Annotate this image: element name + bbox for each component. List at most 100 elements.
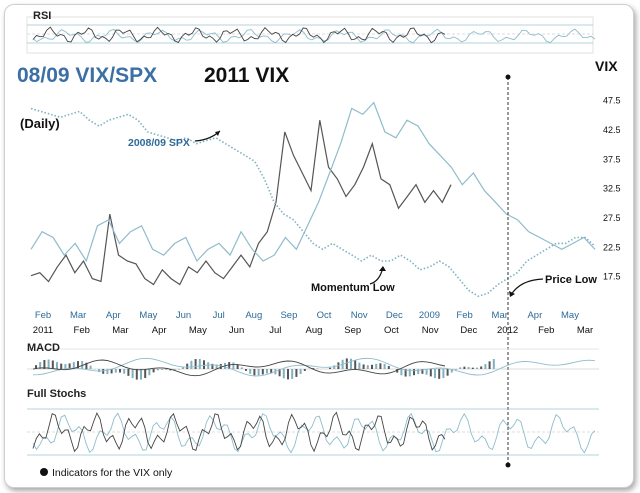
macd-histogram-bar: [236, 364, 239, 369]
macd-label: MACD: [27, 342, 60, 354]
annotation-price-arrowhead: [509, 291, 515, 297]
macd-histogram-bar: [156, 369, 159, 371]
main-plot: 47.5 42.5 37.5 32.5 27.5 22.5 17.5: [30, 96, 621, 298]
macd-histogram-bar: [442, 369, 445, 379]
macd-histogram-bar: [85, 362, 88, 369]
macd-histogram-bar: [198, 358, 201, 369]
macd-histogram-bar: [354, 360, 357, 369]
title-right: 2011 VIX: [204, 64, 289, 87]
macd-histogram-bar: [488, 361, 491, 369]
y-tick-label: 22.5: [603, 242, 621, 252]
y-tick-label: 47.5: [603, 96, 621, 106]
macd-histogram-bar: [39, 362, 42, 369]
macd-histogram-bar: [245, 369, 247, 371]
macd-histogram-bar: [282, 369, 285, 379]
x-top-tick-label: Sep: [280, 310, 297, 321]
rsi-line-2011: [32, 26, 446, 44]
annotation-price-low: Price Low: [545, 274, 597, 286]
x-bottom-tick-label: Oct: [384, 325, 399, 336]
macd-histogram-bar: [400, 369, 403, 376]
macd-histogram-bar: [480, 366, 483, 369]
x-top-tick-label: 2009: [419, 310, 440, 321]
stoch-panel: Full Stochs: [27, 388, 599, 456]
x-top-tick-label: May: [139, 310, 157, 321]
macd-histogram-bar: [240, 367, 243, 369]
macd-histogram-bar: [56, 362, 58, 369]
macd-histogram-bar: [194, 359, 197, 369]
macd-histogram-bar: [379, 363, 382, 369]
x-bottom-tick-label: May: [189, 325, 207, 336]
macd-histogram-bar: [144, 369, 147, 378]
macd-histogram-bar: [148, 369, 151, 376]
macd-histogram-bar: [207, 362, 210, 369]
x-axis-top: Feb Mar Apr May Jun Jul Aug Sep Oct Nov Dec 2009 Feb…: [35, 310, 579, 321]
macd-histogram-bar: [287, 369, 289, 380]
macd-histogram-bar: [404, 369, 407, 377]
macd-histogram-bar: [228, 362, 231, 369]
title-left: 08/09 VIX/SPX: [17, 64, 157, 87]
macd-histogram-bar: [362, 364, 365, 369]
macd-histogram-bar: [450, 369, 453, 373]
macd-histogram-bar: [68, 363, 71, 369]
macd-histogram-bar: [140, 369, 142, 380]
reference-line-bottom-dot: [505, 462, 511, 468]
x-top-tick-label: Apr: [106, 310, 121, 321]
macd-line-2011: [32, 359, 446, 377]
macd-histogram-bar: [77, 361, 79, 369]
macd-histogram-bar: [396, 369, 399, 373]
macd-histogram-bar: [358, 362, 361, 369]
macd-histogram-bar: [429, 369, 432, 377]
macd-histogram-bar: [350, 358, 352, 369]
macd-histogram-bar: [131, 369, 134, 379]
macd-histogram-bar: [249, 369, 252, 374]
x-bottom-tick-label: Apr: [152, 325, 167, 336]
annotation-spx: 2008/09 SPX: [128, 137, 190, 149]
x-bottom-tick-label: Mar: [577, 325, 593, 336]
y-axis-title: VIX: [595, 58, 618, 74]
reference-line-top-dot: [505, 74, 511, 80]
annotation-price-arrow: [510, 278, 544, 296]
x-bottom-tick-label: Dec: [460, 325, 477, 336]
series-line-2008-09-vix: [30, 101, 596, 263]
macd-histogram-bar: [303, 369, 306, 371]
macd-histogram-bar: [203, 360, 205, 369]
x-top-tick-label: Mar: [70, 310, 86, 321]
macd-histogram-bar: [60, 363, 63, 369]
x-bottom-tick-label: Jun: [229, 325, 244, 336]
macd-histogram-bar: [47, 359, 50, 369]
macd-histogram-bar: [408, 369, 411, 377]
x-top-tick-label: May: [561, 310, 579, 321]
macd-histogram-bar: [438, 369, 441, 379]
stoch-label: Full Stochs: [27, 388, 86, 400]
series-line-2011-vix: [30, 120, 452, 286]
rsi-panel: RSI: [26, 10, 596, 54]
macd-histogram-bar: [312, 368, 315, 369]
stoch-line-2011: [32, 411, 446, 453]
macd-histogram-bar: [152, 369, 155, 373]
macd-histogram-bar: [467, 367, 470, 369]
macd-histogram-bar: [371, 364, 373, 369]
macd-histogram-bar: [434, 369, 436, 379]
y-tick-label: 32.5: [603, 184, 621, 194]
macd-histogram-bar: [219, 363, 222, 369]
macd-histogram-bar: [257, 369, 260, 376]
macd-histogram-bar: [182, 366, 184, 369]
footnote: Indicators for the VIX only: [52, 467, 173, 479]
macd-histogram-bar: [72, 362, 75, 369]
macd-histogram-bar: [484, 364, 487, 369]
macd-histogram-bar: [211, 363, 214, 369]
macd-histogram-bar: [270, 369, 273, 374]
rsi-label: RSI: [33, 10, 51, 22]
y-tick-label: 42.5: [603, 125, 621, 135]
macd-histogram-bar: [345, 358, 348, 369]
macd-histogram-bar: [173, 369, 176, 371]
x-top-tick-label: Jul: [213, 310, 225, 321]
macd-histogram-bar: [463, 366, 466, 369]
macd-histogram-bar: [135, 369, 138, 380]
annotation-spx-arrowhead: [215, 131, 220, 136]
y-tick-label: 37.5: [603, 154, 621, 164]
y-tick-label: 17.5: [603, 272, 621, 282]
x-top-tick-label: Nov: [351, 310, 368, 321]
macd-histogram-bar: [266, 369, 268, 374]
macd-histogram-bar: [425, 369, 428, 375]
